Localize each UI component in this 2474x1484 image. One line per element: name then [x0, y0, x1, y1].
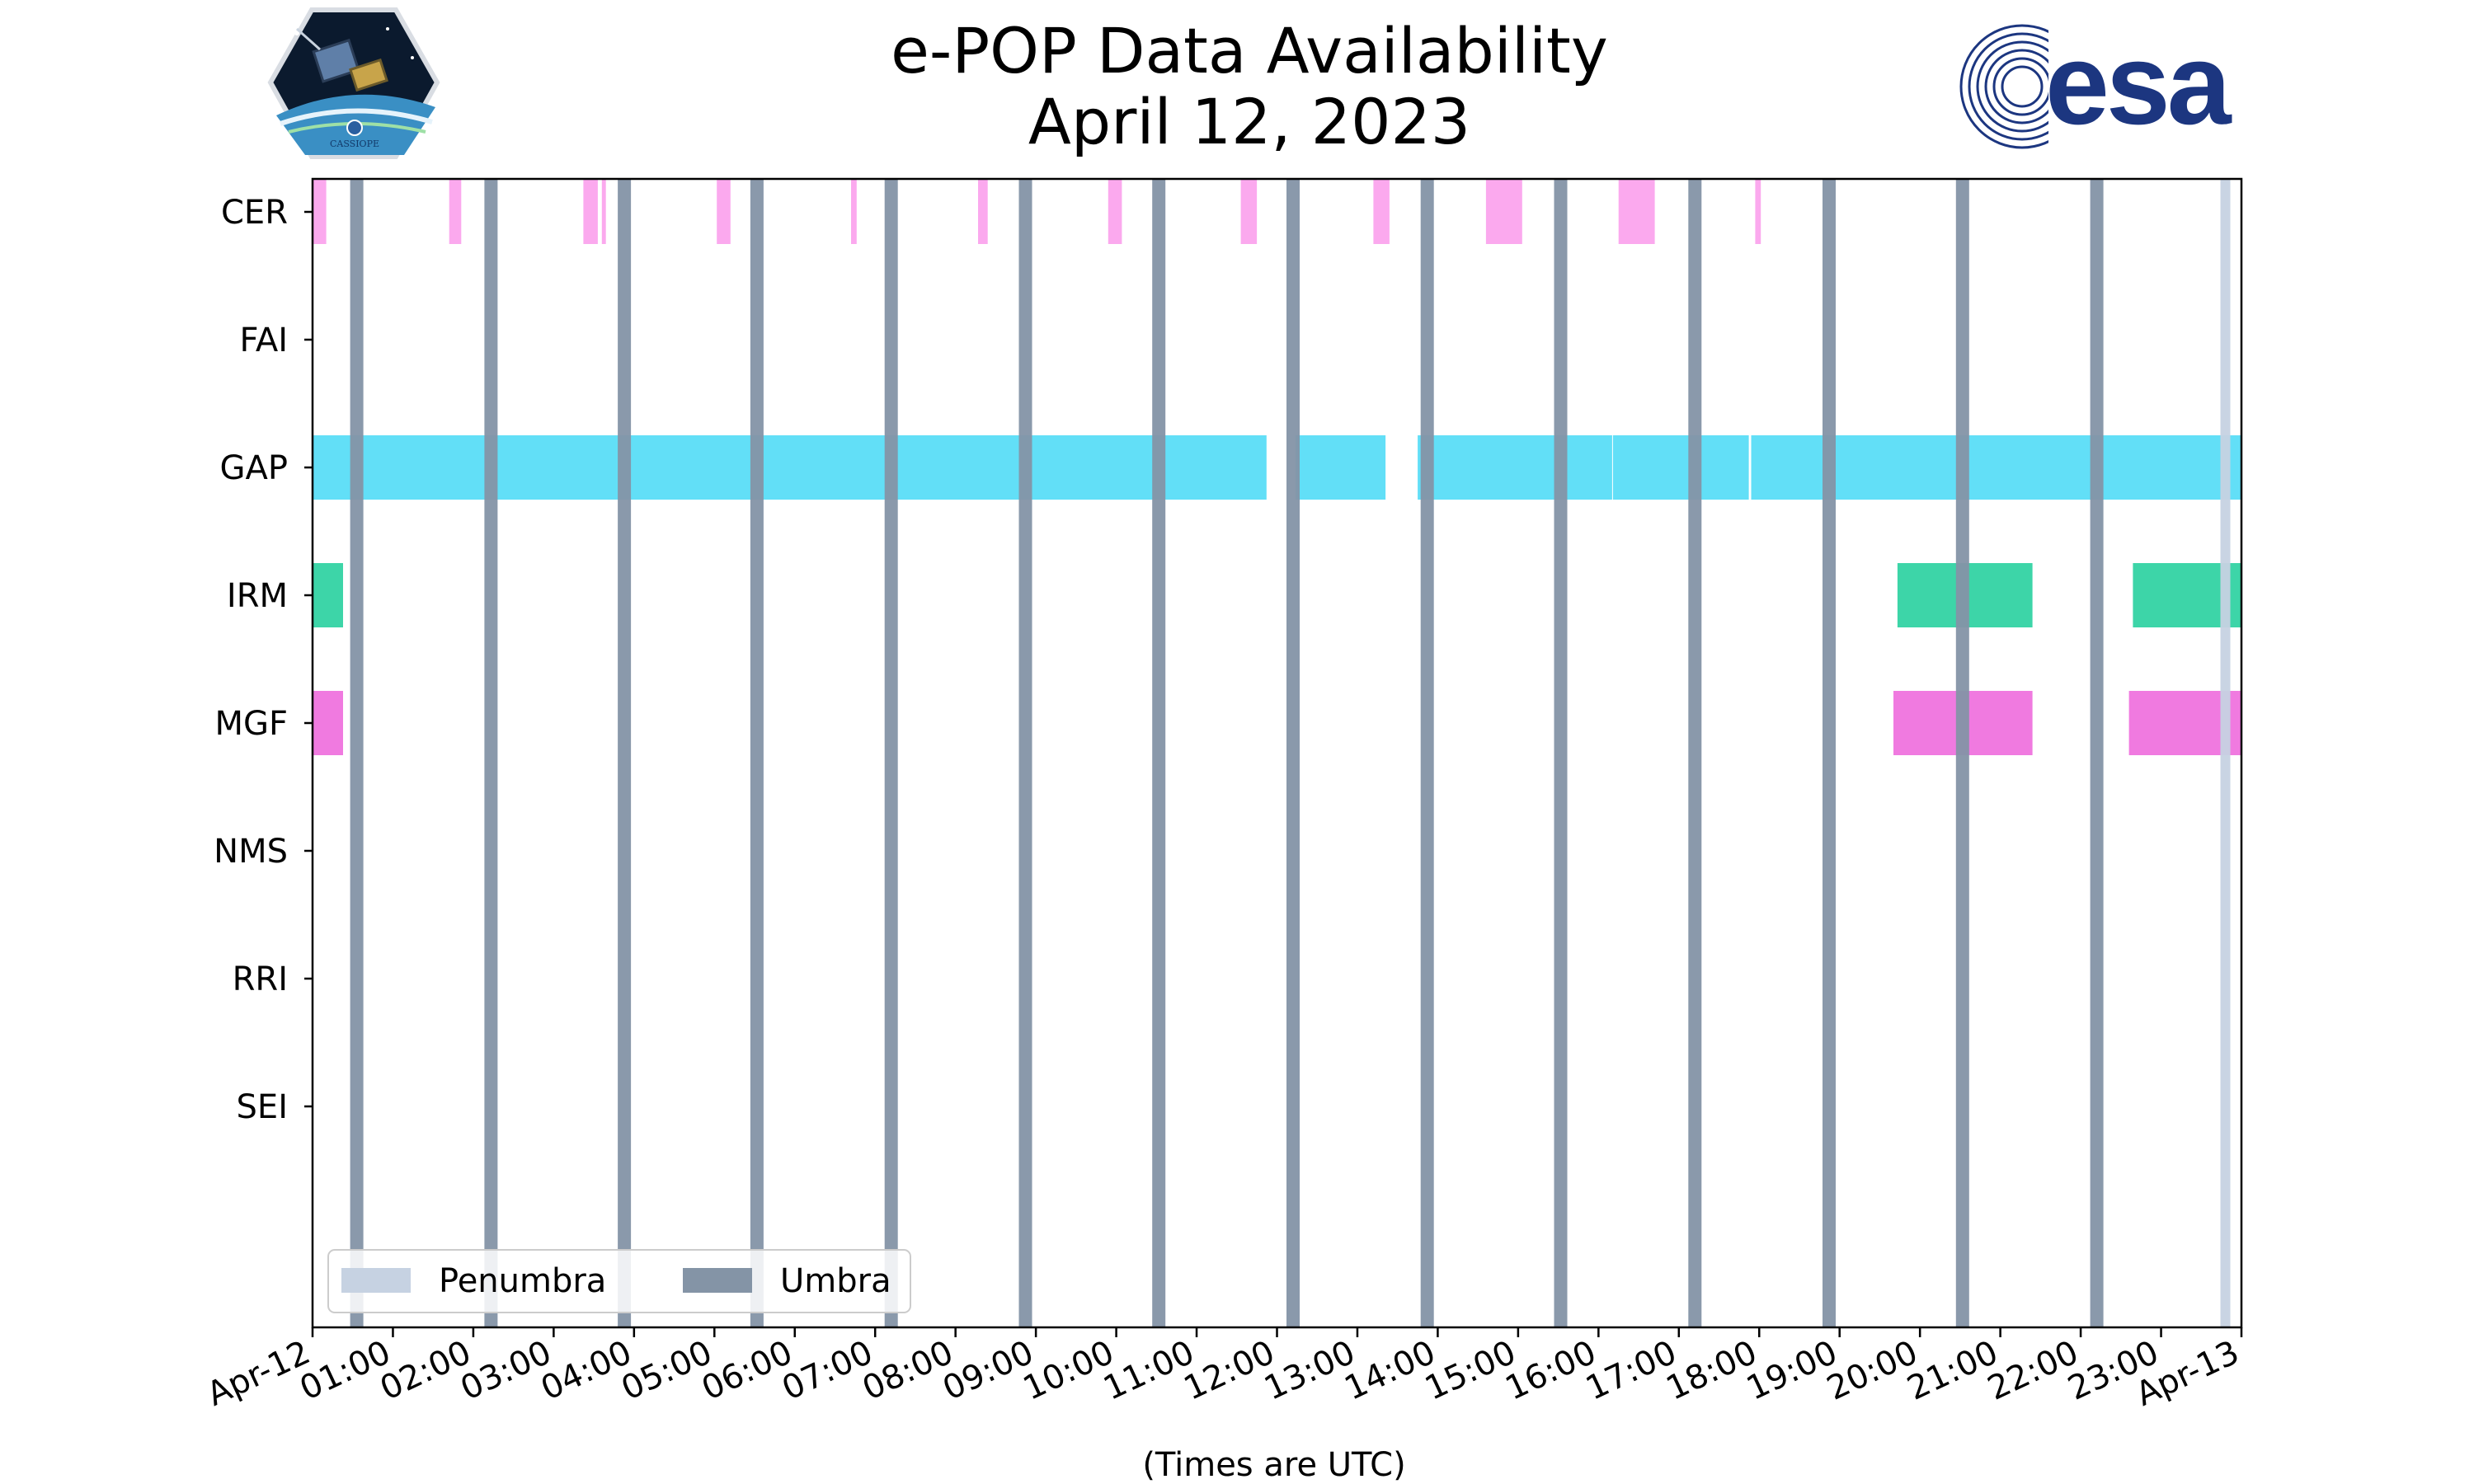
legend-swatch-penumbra [341, 1268, 411, 1293]
bar-cer-7 [1108, 180, 1122, 244]
umbra-band-8 [1420, 179, 1434, 1327]
umbra-band-0 [350, 179, 364, 1327]
bar-cer-1 [449, 180, 462, 244]
esa-logo: esa [1959, 19, 2236, 149]
legend-label-umbra: Umbra [780, 1262, 891, 1300]
bar-mgf-0 [313, 691, 343, 755]
esa-logo-text: esa [2045, 19, 2232, 148]
umbra-band-3 [750, 179, 764, 1327]
x-axis: Apr-1201:0002:0003:0004:0005:0006:0007:0… [201, 1327, 2245, 1414]
bar-cer-11 [1618, 180, 1655, 244]
bar-irm-0 [313, 563, 343, 627]
umbra-band-7 [1286, 179, 1300, 1327]
y-tick-label-irm: IRM [227, 577, 288, 615]
bar-cer-10 [1485, 180, 1522, 244]
legend-swatch-umbra [683, 1268, 752, 1293]
y-tick-label-sei: SEI [237, 1088, 288, 1126]
chart-subtitle: April 12, 2023 [1028, 85, 1470, 158]
legend-label-penumbra: Penumbra [439, 1262, 606, 1300]
umbra-band-2 [618, 179, 632, 1327]
y-tick-label-mgf: MGF [214, 705, 288, 743]
umbra-band-1 [484, 179, 498, 1327]
umbra-band-9 [1554, 179, 1568, 1327]
bar-cer-3 [601, 180, 606, 244]
y-tick-label-cer: CER [221, 194, 288, 232]
cassiope-logo-text: CASSIOPE [330, 139, 379, 149]
bar-cer-5 [851, 180, 857, 244]
bar-gap-0 [313, 435, 1267, 500]
umbra-band-4 [884, 179, 898, 1327]
y-tick-label-nms: NMS [214, 833, 288, 871]
y-axis: CER FAI GAP IRM MGF NMS RRI SEI [214, 194, 313, 1126]
bar-gap-2 [1418, 435, 1612, 500]
bar-cer-4 [717, 180, 731, 244]
bar-gap-1 [1295, 435, 1386, 500]
bar-cer-12 [1755, 180, 1761, 244]
umbra-band-13 [2090, 179, 2104, 1327]
eclipse-bands [350, 179, 2231, 1327]
umbra-band-12 [1955, 179, 1969, 1327]
y-tick-label-fai: FAI [240, 322, 289, 359]
x-axis-title: (Times are UTC) [1142, 1446, 1405, 1484]
chart-title: e-POP Data Availability [891, 14, 1608, 87]
umbra-band-10 [1688, 179, 1702, 1327]
bar-gap-3 [1612, 435, 1749, 500]
bar-cer-6 [978, 180, 988, 244]
bar-cer-2 [583, 180, 598, 244]
bar-cer-9 [1373, 180, 1390, 244]
legend: Penumbra Umbra [327, 1249, 911, 1313]
umbra-band-6 [1152, 179, 1166, 1327]
cassiope-logo: CASSIOPE [267, 7, 440, 159]
bar-cer-0 [313, 180, 327, 244]
bar-cer-8 [1240, 180, 1258, 244]
penumbra-band-0 [2220, 179, 2231, 1327]
y-tick-label-gap: GAP [220, 449, 288, 487]
y-tick-label-rri: RRI [233, 960, 288, 998]
umbra-band-5 [1018, 179, 1032, 1327]
umbra-band-11 [1823, 179, 1836, 1327]
data-bars [313, 180, 2241, 755]
